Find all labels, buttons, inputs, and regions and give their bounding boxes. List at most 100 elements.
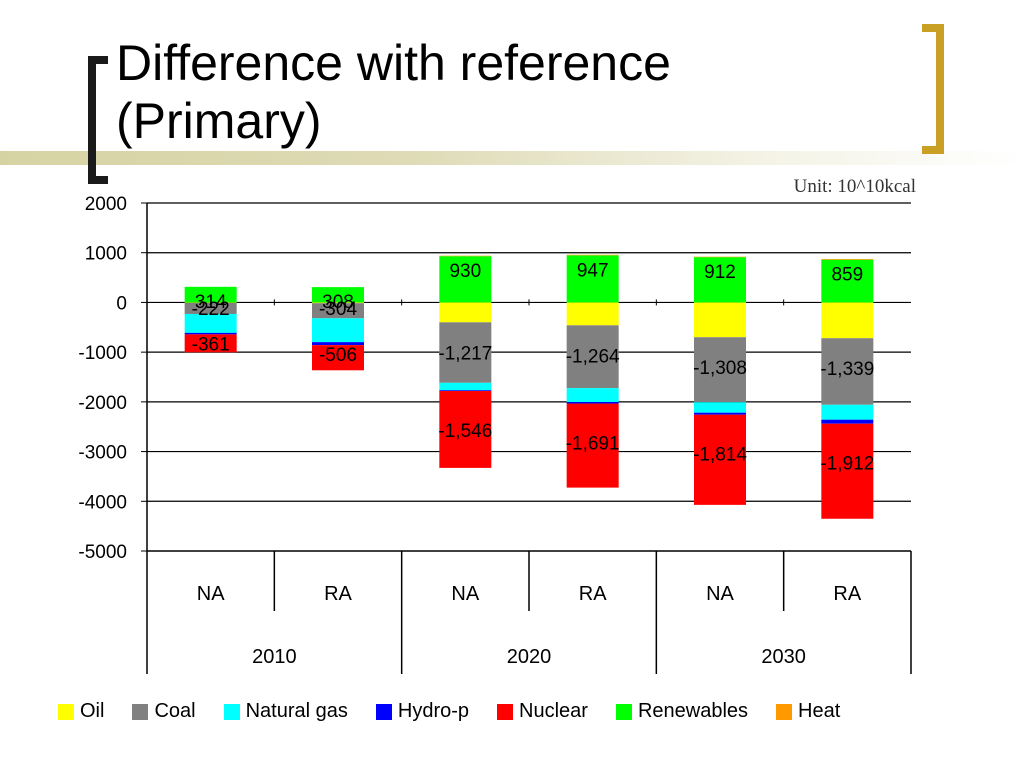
data-label-renewables: 308	[322, 292, 354, 313]
legend-swatch	[615, 703, 632, 720]
chart-legend: Oil Coal Natural gas Hydro-p Nuclear Renewabl…	[58, 700, 840, 723]
data-label-nuclear: -506	[319, 345, 357, 366]
slide-title: Difference with reference (Primary)	[116, 34, 671, 150]
data-label-renewables: 912	[704, 262, 736, 283]
bar-segment-hydro	[312, 342, 364, 346]
bar-segment-oil	[694, 302, 746, 338]
x-category-label: RA	[579, 583, 607, 605]
title-line-1: Difference with reference	[116, 35, 671, 91]
y-tick-label: -2000	[78, 393, 127, 414]
data-label-nuclear: -1,912	[820, 454, 874, 475]
x-category-label: RA	[833, 583, 861, 605]
title-line-2: (Primary)	[116, 93, 322, 149]
data-label-coal: -1,217	[438, 343, 492, 364]
bar-segment-renewables	[312, 287, 364, 303]
legend-label: Renewables	[637, 700, 749, 722]
y-tick-label: 2000	[85, 194, 127, 215]
legend-item-oil: Oil	[58, 700, 104, 723]
y-tick-label: 0	[116, 293, 127, 314]
bar-segment-hydro	[439, 390, 492, 392]
y-tick-label: 1000	[85, 244, 127, 265]
legend-label: Oil	[80, 700, 105, 722]
bar-segment-oil	[566, 302, 619, 326]
bar-segment-natural-gas	[184, 313, 237, 333]
legend-item-nuclear: Nuclear	[497, 700, 588, 723]
unit-label: Unit: 10^10kcal	[793, 176, 916, 197]
bar-segment-natural-gas	[566, 388, 619, 403]
data-label-coal: -304	[319, 299, 357, 320]
bar-segment-coal	[821, 338, 874, 405]
y-tick-label: -4000	[78, 492, 127, 513]
bar-segment-coal	[694, 337, 746, 403]
data-label-nuclear: -361	[192, 334, 230, 355]
data-label-nuclear: -1,691	[566, 434, 620, 455]
bar-segment-nuclear	[184, 334, 237, 353]
bar-segment-oil	[439, 302, 492, 323]
legend-item-hydro: Hydro-p	[375, 700, 470, 723]
stacked-bar-chart: 2000 1000 0 -1000 -2000 -3000 -4000 -5000 NA RA NA…	[78, 194, 912, 674]
x-category-label: RA	[324, 583, 352, 605]
legend-label: Heat	[798, 700, 841, 722]
data-label-renewables: 314	[195, 292, 227, 313]
legend-swatch	[223, 703, 240, 720]
right-bracket-decoration	[922, 24, 944, 154]
data-label-coal: -222	[192, 299, 230, 320]
data-label-coal: -1,339	[820, 359, 874, 380]
bar-segment-oil	[821, 302, 874, 339]
bar-segment-nuclear	[312, 345, 364, 371]
bar-segment-heat	[566, 254, 619, 256]
bar-segment-hydro	[694, 412, 746, 415]
bar-segment-renewables	[566, 255, 619, 303]
data-label-coal: -1,308	[693, 358, 747, 379]
bar-segment-heat	[694, 256, 746, 258]
bar-segment-natural-gas	[439, 382, 492, 391]
y-tick-label: -5000	[78, 542, 127, 563]
legend-label: Natural gas	[245, 700, 348, 722]
x-group-label: 2030	[761, 646, 806, 668]
data-label-nuclear: -1,814	[693, 445, 747, 466]
legend-swatch	[58, 703, 74, 720]
legend-item-renewables: Renewables	[615, 700, 749, 723]
bar-segment-coal	[184, 302, 237, 314]
bar-segment-oil	[312, 302, 364, 304]
y-tick-label: -3000	[78, 443, 127, 464]
bar-segment-renewables	[184, 286, 237, 303]
bar-segment-coal	[566, 325, 619, 389]
legend-swatch	[132, 703, 149, 720]
x-category-label: NA	[451, 583, 479, 605]
data-label-coal: -1,264	[566, 346, 620, 367]
data-label-renewables: 947	[577, 260, 609, 281]
title-underline-band	[0, 151, 1024, 165]
bar-segment-natural-gas	[694, 402, 746, 413]
bar-segment-coal	[439, 322, 492, 383]
bar-segment-heat	[821, 258, 874, 260]
bar-segment-nuclear	[694, 414, 746, 505]
legend-swatch	[776, 703, 793, 720]
bar-segment-heat	[439, 255, 492, 257]
x-category-label: NA	[197, 583, 225, 605]
legend-label: Coal	[154, 700, 196, 722]
bar-segment-oil	[184, 302, 237, 303]
x-category-label: NA	[706, 583, 734, 605]
left-bracket-decoration	[88, 56, 108, 184]
bar-segment-nuclear	[821, 423, 874, 519]
bar-segment-hydro	[821, 419, 874, 424]
bar-segment-natural-gas	[821, 404, 874, 420]
legend-label: Nuclear	[519, 700, 588, 722]
data-label-renewables: 859	[831, 265, 863, 286]
bar-segment-renewables	[821, 259, 874, 303]
data-label-nuclear: -1,546	[438, 421, 492, 442]
legend-label: Hydro-p	[397, 700, 470, 722]
bar-segment-hydro	[184, 332, 237, 335]
bar-segment-nuclear	[566, 403, 619, 488]
legend-item-natural-gas: Natural gas	[223, 700, 348, 723]
bar-segment-nuclear	[439, 391, 492, 468]
bar-segment-hydro	[566, 402, 619, 404]
legend-swatch	[497, 703, 514, 720]
y-tick-label: -1000	[78, 343, 127, 364]
legend-item-heat: Heat	[776, 700, 840, 723]
bar-segment-natural-gas	[312, 318, 364, 343]
legend-item-coal: Coal	[132, 700, 196, 723]
bar-segment-renewables	[439, 256, 492, 303]
data-label-renewables: 930	[449, 261, 481, 282]
